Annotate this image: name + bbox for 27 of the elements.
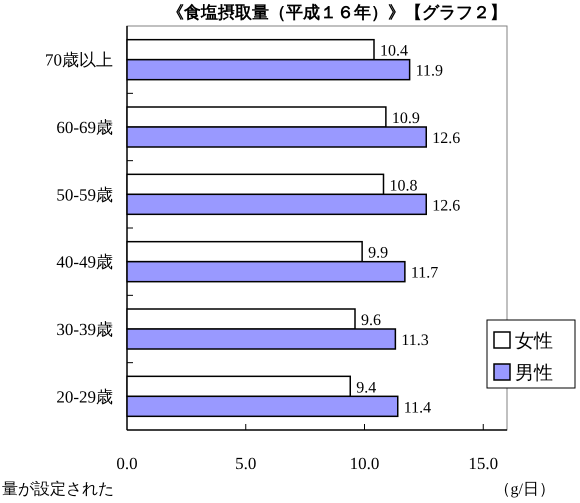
data-label: 11.9	[416, 62, 444, 80]
data-label: 9.6	[361, 312, 381, 329]
data-label: 12.6	[432, 130, 460, 147]
x-tick-label: 15.0	[468, 454, 498, 473]
data-label: 10.9	[392, 110, 420, 127]
data-label: 10.8	[390, 177, 418, 194]
y-tick-label: 50-59歳	[56, 185, 113, 204]
data-label: 9.9	[368, 244, 388, 262]
y-tick-label: 20-29歳	[56, 387, 113, 406]
y-tick-label: 40-49歳	[56, 252, 113, 272]
y-tick-label: 30-39歳	[56, 320, 113, 339]
chart-title: 《食塩摂取量（平成１６年）》【グラフ２】	[167, 3, 507, 22]
y-tick-label: 70歳以上	[45, 50, 113, 70]
text: 量が設定された	[2, 480, 114, 498]
data-label: 11.3	[401, 332, 429, 349]
x-tick-label: 10.0	[350, 454, 380, 473]
y-tick-label: 60-69歳	[56, 118, 113, 137]
legend-label: 女性	[515, 331, 553, 352]
x-tick-label: 5.0	[235, 454, 256, 473]
data-label: 12.6	[432, 197, 460, 214]
x-axis-title: （g/日）	[494, 481, 555, 498]
x-tick-label: 0.0	[116, 454, 138, 473]
legend-label: 男性	[515, 363, 553, 384]
data-label: 9.4	[356, 379, 376, 396]
data-label: 10.4	[380, 42, 408, 60]
data-label: 11.7	[410, 264, 438, 282]
data-label: 11.4	[404, 399, 432, 416]
